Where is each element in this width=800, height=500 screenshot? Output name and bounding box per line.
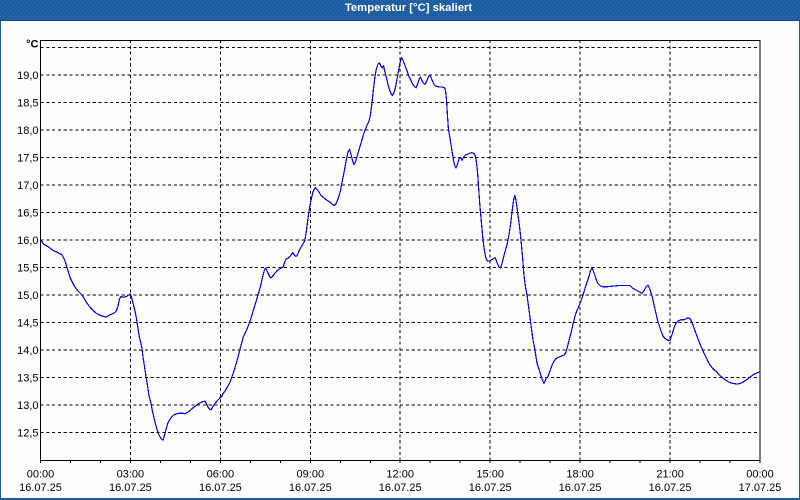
svg-text:00:00: 00:00 bbox=[746, 469, 774, 481]
svg-text:13,0: 13,0 bbox=[17, 400, 38, 412]
svg-text:21:00: 21:00 bbox=[656, 469, 684, 481]
svg-text:12,5: 12,5 bbox=[17, 427, 38, 439]
svg-text:16.07.25: 16.07.25 bbox=[379, 482, 422, 494]
svg-text:14,5: 14,5 bbox=[17, 317, 38, 329]
svg-text:18,5: 18,5 bbox=[17, 97, 38, 109]
svg-text:16.07.25: 16.07.25 bbox=[199, 482, 242, 494]
svg-text:12:00: 12:00 bbox=[386, 469, 414, 481]
svg-text:16,5: 16,5 bbox=[17, 207, 38, 219]
svg-text:16.07.25: 16.07.25 bbox=[649, 482, 692, 494]
svg-text:16.07.25: 16.07.25 bbox=[559, 482, 602, 494]
svg-text:°C: °C bbox=[26, 39, 38, 51]
svg-text:03:00: 03:00 bbox=[117, 469, 145, 481]
svg-text:13,5: 13,5 bbox=[17, 372, 38, 384]
svg-text:14,0: 14,0 bbox=[17, 345, 38, 357]
svg-text:15,0: 15,0 bbox=[17, 290, 38, 302]
svg-text:06:00: 06:00 bbox=[207, 469, 235, 481]
svg-text:09:00: 09:00 bbox=[297, 469, 325, 481]
svg-text:15,5: 15,5 bbox=[17, 262, 38, 274]
svg-text:16.07.25: 16.07.25 bbox=[19, 482, 62, 494]
svg-text:17,0: 17,0 bbox=[17, 180, 38, 192]
svg-text:19,0: 19,0 bbox=[17, 70, 38, 82]
svg-text:16.07.25: 16.07.25 bbox=[289, 482, 332, 494]
svg-text:18,0: 18,0 bbox=[17, 125, 38, 137]
svg-text:00:00: 00:00 bbox=[27, 469, 55, 481]
svg-text:16,0: 16,0 bbox=[17, 235, 38, 247]
svg-text:17,5: 17,5 bbox=[17, 152, 38, 164]
svg-text:18:00: 18:00 bbox=[566, 469, 594, 481]
svg-text:16.07.25: 16.07.25 bbox=[469, 482, 512, 494]
svg-text:17.07.25: 17.07.25 bbox=[739, 482, 782, 494]
svg-text:16.07.25: 16.07.25 bbox=[109, 482, 152, 494]
svg-text:15:00: 15:00 bbox=[476, 469, 504, 481]
